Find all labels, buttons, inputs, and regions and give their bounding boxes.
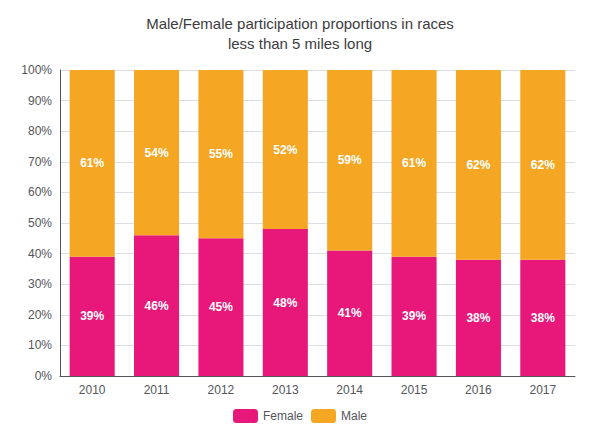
svg-text:0%: 0% bbox=[35, 369, 53, 383]
svg-text:2016: 2016 bbox=[465, 383, 492, 397]
svg-text:10%: 10% bbox=[28, 338, 52, 352]
svg-text:38%: 38% bbox=[466, 311, 490, 325]
svg-text:2014: 2014 bbox=[336, 383, 363, 397]
svg-text:2010: 2010 bbox=[79, 383, 106, 397]
svg-text:62%: 62% bbox=[531, 158, 555, 172]
svg-text:Male/Female participation prop: Male/Female participation proportions in… bbox=[146, 15, 454, 32]
svg-text:45%: 45% bbox=[209, 300, 233, 314]
svg-text:54%: 54% bbox=[145, 146, 169, 160]
svg-text:55%: 55% bbox=[209, 147, 233, 161]
svg-text:30%: 30% bbox=[28, 277, 52, 291]
svg-text:41%: 41% bbox=[338, 306, 362, 320]
svg-text:40%: 40% bbox=[28, 247, 52, 261]
svg-text:less than 5 miles long: less than 5 miles long bbox=[228, 35, 372, 52]
svg-text:50%: 50% bbox=[28, 216, 52, 230]
svg-text:38%: 38% bbox=[531, 311, 555, 325]
svg-text:60%: 60% bbox=[28, 185, 52, 199]
svg-text:2015: 2015 bbox=[401, 383, 428, 397]
svg-text:Male: Male bbox=[341, 409, 367, 423]
svg-text:20%: 20% bbox=[28, 308, 52, 322]
svg-text:90%: 90% bbox=[28, 94, 52, 108]
svg-text:70%: 70% bbox=[28, 155, 52, 169]
svg-text:61%: 61% bbox=[402, 156, 426, 170]
svg-text:52%: 52% bbox=[273, 143, 297, 157]
svg-text:46%: 46% bbox=[145, 299, 169, 313]
svg-text:59%: 59% bbox=[338, 153, 362, 167]
svg-text:80%: 80% bbox=[28, 124, 52, 138]
svg-text:Female: Female bbox=[263, 409, 303, 423]
svg-text:100%: 100% bbox=[21, 63, 52, 77]
svg-text:2017: 2017 bbox=[529, 383, 556, 397]
svg-text:2013: 2013 bbox=[272, 383, 299, 397]
svg-text:2012: 2012 bbox=[208, 383, 235, 397]
svg-text:48%: 48% bbox=[273, 296, 297, 310]
svg-text:62%: 62% bbox=[466, 158, 490, 172]
svg-text:39%: 39% bbox=[402, 309, 426, 323]
svg-text:61%: 61% bbox=[80, 156, 104, 170]
svg-text:39%: 39% bbox=[80, 309, 104, 323]
svg-text:2011: 2011 bbox=[144, 383, 170, 397]
